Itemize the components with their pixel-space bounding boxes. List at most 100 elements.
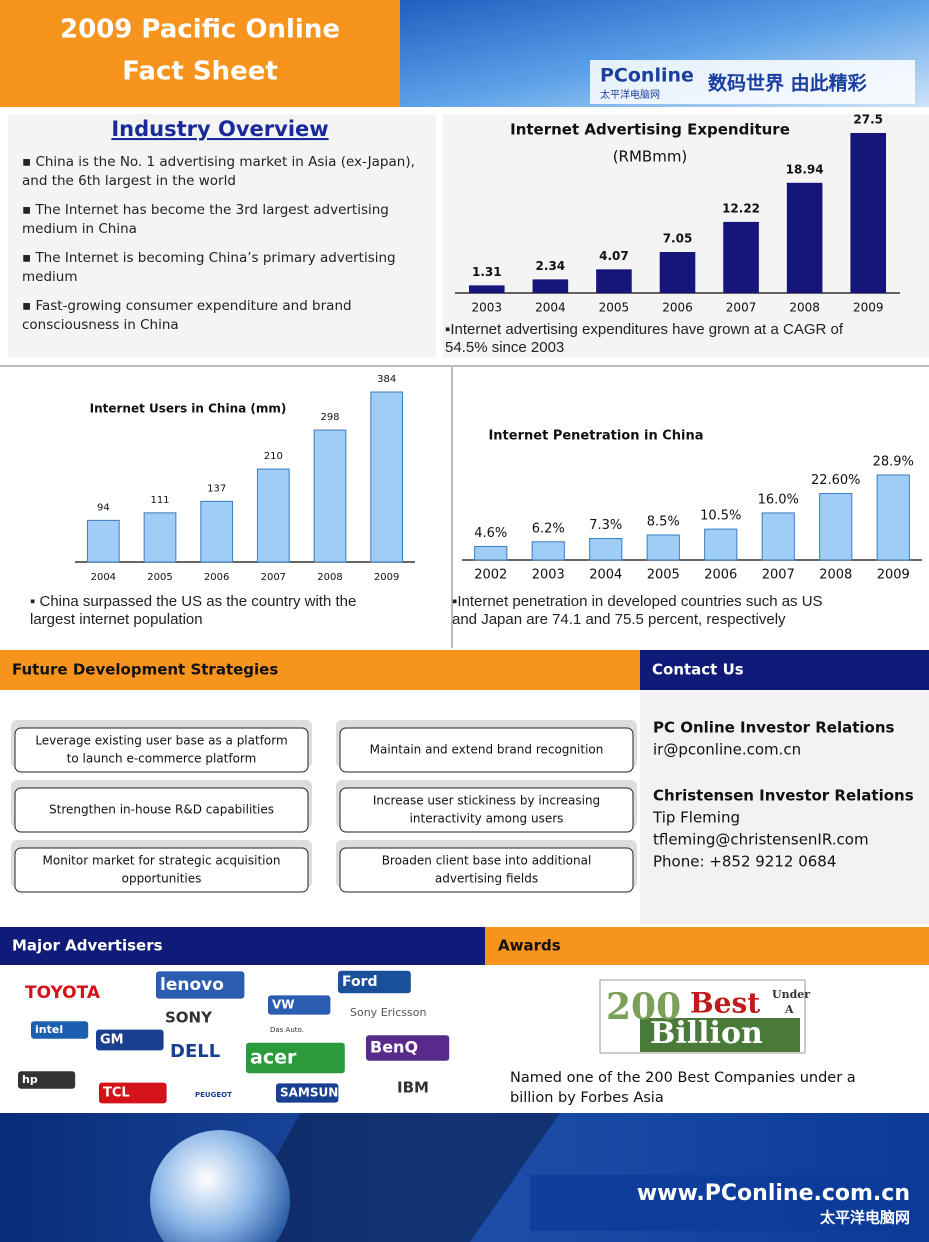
bar <box>532 279 569 293</box>
bar <box>370 391 404 563</box>
strategy-text: Strengthen in-house R&D capabilities <box>49 803 274 817</box>
bar <box>876 474 910 561</box>
advertiser-logo: DELL <box>170 1041 220 1062</box>
contact-heading: Christensen Investor Relations <box>653 787 914 805</box>
contact-line: tfleming@christensenIR.com <box>653 831 869 849</box>
x-tick-label: 2003 <box>532 568 565 583</box>
bar <box>659 251 696 293</box>
x-tick-label: 2004 <box>589 568 622 583</box>
x-tick-label: 2005 <box>147 572 172 583</box>
strategy-text: Leverage existing user base as a platfor… <box>35 734 287 748</box>
x-tick-label: 2008 <box>789 301 820 315</box>
strategy-text: Maintain and extend brand recognition <box>370 743 604 757</box>
strategy-box <box>14 787 309 833</box>
value-label: 28.9% <box>873 455 914 470</box>
title-box <box>0 0 400 107</box>
bar <box>596 269 632 293</box>
bar <box>786 182 823 293</box>
value-label: 7.3% <box>589 518 622 533</box>
value-label: 18.94 <box>786 162 824 176</box>
advertiser-logo: IBM <box>397 1079 429 1097</box>
advertiser-logo: hp <box>22 1073 38 1086</box>
x-tick-label: 2007 <box>726 301 757 315</box>
strategy-text: interactivity among users <box>410 812 564 826</box>
value-label: 22.60% <box>811 473 861 488</box>
x-tick-label: 2002 <box>474 568 507 583</box>
bar <box>313 429 347 563</box>
advertiser-logo: lenovo <box>160 975 224 995</box>
band-title: Major Advertisers <box>12 937 163 955</box>
bullet-text: ▪ China is the No. 1 advertising market … <box>22 154 415 170</box>
badge-bg <box>640 1018 800 1052</box>
overview-panel <box>8 114 436 358</box>
contact-panel <box>640 690 929 924</box>
band-title: Contact Us <box>652 661 744 679</box>
footer-url-box <box>530 1175 929 1231</box>
value-label: 298 <box>320 412 339 423</box>
strategy-text: Monitor market for strategic acquisition <box>43 854 281 868</box>
advertiser-logo: SONY <box>165 1009 213 1027</box>
badge-text: Billion <box>650 1016 763 1051</box>
advertiser-logo: VW <box>272 998 295 1012</box>
value-label: 210 <box>264 451 283 462</box>
chart-title: Internet Advertising Expenditure <box>510 121 790 139</box>
bar <box>200 500 234 563</box>
section-title: Industry Overview <box>111 117 328 141</box>
bullet-text: ▪ Fast-growing consumer expenditure and … <box>22 298 352 314</box>
value-label: 1.31 <box>472 265 502 279</box>
bullet-text: ▪ The Internet has become the 3rd larges… <box>22 202 389 218</box>
advertiser-logo: intel <box>35 1023 63 1036</box>
note: ▪Internet penetration in developed count… <box>452 593 823 610</box>
advertiser-logo: TOYOTA <box>25 983 101 1003</box>
value-label: 137 <box>207 483 226 494</box>
x-tick-label: 2003 <box>472 301 503 315</box>
title: 2009 Pacific Online <box>60 15 340 45</box>
advertiser-logo: SAMSUNG <box>280 1086 348 1100</box>
bar <box>474 545 508 561</box>
badge-text: Best <box>690 987 760 1020</box>
x-tick-label: 2008 <box>819 568 852 583</box>
bar <box>86 519 120 563</box>
bar <box>850 133 887 293</box>
logo-bg <box>268 995 331 1015</box>
contact-line: ir@pconline.com.cn <box>653 741 801 759</box>
advertisers-band <box>0 927 485 965</box>
advertiser-logo: TCL <box>103 1086 130 1101</box>
contact-line: Tip Fleming <box>652 809 740 827</box>
bullet-text: ▪ The Internet is becoming China’s prima… <box>22 250 396 266</box>
logo-panel <box>590 60 915 104</box>
bar <box>531 541 565 561</box>
note: 54.5% since 2003 <box>445 339 564 356</box>
footer-name: 太平洋电脑网 <box>820 1209 910 1227</box>
note: ▪ China surpassed the US as the country … <box>30 593 356 610</box>
badge-text: Under <box>772 988 810 1001</box>
award-text: Named one of the 200 Best Companies unde… <box>510 1070 856 1086</box>
footer-url: www.PConline.com.cn <box>637 1181 910 1206</box>
bar <box>468 285 505 293</box>
slogan: 数码世界 由此精彩 <box>708 72 867 95</box>
bar <box>819 493 853 561</box>
chart-title: Internet Penetration in China <box>488 429 703 444</box>
value-label: 384 <box>377 374 396 385</box>
bullet-text: medium <box>22 269 77 285</box>
footer-keyboard <box>230 1113 560 1242</box>
strategy-box <box>339 847 634 893</box>
band-title: Future Development Strategies <box>12 661 278 679</box>
value-label: 12.22 <box>722 201 760 215</box>
note: ▪Internet advertising expenditures have … <box>445 321 844 338</box>
x-tick-label: 2007 <box>762 568 795 583</box>
band-title: Awards <box>498 937 561 955</box>
bullet-text: medium in China <box>22 221 137 237</box>
advertiser-logo: PEUGEOT <box>195 1091 232 1099</box>
x-tick-label: 2006 <box>204 572 229 583</box>
x-tick-label: 2009 <box>374 572 399 583</box>
bar <box>256 468 290 563</box>
x-tick-label: 2007 <box>261 572 286 583</box>
bar <box>723 221 759 293</box>
value-label: 4.07 <box>599 249 629 263</box>
strategies-band <box>0 650 640 690</box>
strategy-box <box>339 727 634 773</box>
contact-band <box>640 650 929 690</box>
value-label: 8.5% <box>647 515 680 530</box>
bar <box>143 512 177 563</box>
